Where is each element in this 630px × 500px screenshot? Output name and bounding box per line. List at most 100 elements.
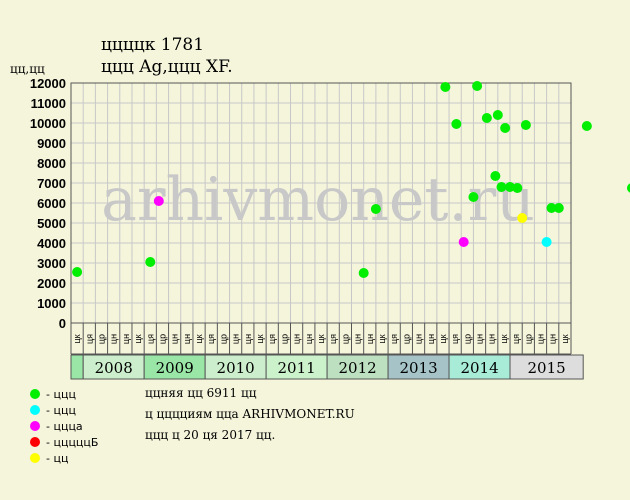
data-point [358, 268, 369, 278]
x-tick-label: цн [304, 334, 314, 344]
y-tick-label: 2000 [37, 276, 66, 291]
year-label: 2014 [460, 359, 498, 377]
y-axis-label: цц,цц [10, 62, 45, 76]
x-tick-label: цк [255, 334, 265, 343]
x-tick-label: цн [231, 334, 241, 344]
x-tick-label: ця [389, 334, 399, 344]
data-point [481, 113, 492, 123]
legend-swatch [30, 421, 40, 431]
note-line-1: ццняя цц 6911 цц [145, 386, 257, 400]
data-point [472, 81, 483, 91]
x-tick-label: цр [340, 334, 350, 344]
data-point [492, 110, 503, 120]
y-tick-label: 0 [59, 316, 66, 331]
year-bands: 2008 2009 2010 2011 2012 2013 2014 2015 [70, 354, 584, 380]
x-tick-label: цн [548, 334, 558, 344]
x-axis-ticks: цк ця цр цн цн цк ця цр цн цн цк ця цр цн цн цк ця цр цн цн… [70, 323, 572, 355]
y-tick-label: 1000 [37, 296, 66, 311]
data-point [153, 196, 164, 206]
legend-swatch [30, 389, 40, 399]
x-tick-label: цк [438, 334, 448, 343]
legend-label: - ццц [46, 387, 76, 401]
y-tick-label: 10000 [30, 116, 66, 131]
data-point [451, 119, 462, 129]
year-band [326, 354, 389, 380]
year-label: 2013 [399, 359, 437, 377]
plot-area-frame [70, 82, 572, 324]
x-tick-label: цн [536, 334, 546, 344]
chart-title-line1: ццццк 1781 [101, 35, 204, 55]
legend-item: - цццццБ [30, 434, 98, 450]
year-label: 2010 [217, 359, 255, 377]
notes-block: ццняя цц 6911 цц ц цццциям цца ARHIVMONE… [145, 383, 355, 446]
x-tick-label: цн [353, 334, 363, 344]
x-tick-label: цр [462, 334, 472, 344]
x-tick-label: цн [182, 334, 192, 344]
x-tick-label: ця [84, 334, 94, 344]
x-tick-label: цр [279, 334, 289, 344]
x-tick-label: цк [316, 334, 326, 343]
data-point [458, 237, 469, 247]
x-tick-label: цн [109, 334, 119, 344]
year-band [70, 354, 84, 380]
y-tick-label: 6000 [37, 196, 66, 211]
x-tick-label: ця [450, 334, 460, 344]
year-band [82, 354, 145, 380]
data-point [546, 203, 557, 213]
year-label: 2008 [95, 359, 133, 377]
legend-label: - цц [46, 451, 69, 465]
legend-swatch [30, 437, 40, 447]
x-tick-label: ця [206, 334, 216, 344]
data-point [512, 183, 523, 193]
x-tick-label: ця [511, 334, 521, 344]
year-band [509, 354, 584, 380]
legend-item: - ццц [30, 386, 98, 402]
x-tick-label: цн [426, 334, 436, 344]
legend-swatch [30, 405, 40, 415]
y-tick-label: 9000 [37, 136, 66, 151]
legend-item: - ццц [30, 402, 98, 418]
data-points [72, 81, 630, 278]
year-band [265, 354, 328, 380]
x-tick-label: ця [145, 334, 155, 344]
year-label: 2011 [278, 359, 316, 377]
y-tick-label: 11000 [31, 96, 66, 111]
y-tick-label: 12000 [30, 76, 66, 91]
data-point [626, 183, 630, 193]
year-label: 2012 [338, 359, 376, 377]
x-tick-label: цр [401, 334, 411, 344]
data-point [520, 120, 531, 130]
x-tick-label: цр [523, 334, 533, 344]
x-tick-label: цк [560, 334, 570, 343]
note-line-2: ц цццциям цца ARHIVMONET.RU [145, 407, 355, 421]
y-tick-label: 4000 [37, 236, 66, 251]
y-tick-label: 5000 [37, 216, 66, 231]
y-tick-label: 3000 [37, 256, 66, 271]
year-band [204, 354, 267, 380]
data-point [581, 121, 592, 131]
x-tick-label: цн [243, 334, 253, 344]
data-point [500, 123, 511, 133]
x-tick-label: цк [72, 334, 82, 343]
y-tick-label: 7000 [37, 176, 66, 191]
x-tick-label: цн [365, 334, 375, 344]
data-point [370, 204, 381, 214]
x-tick-label: цр [157, 334, 167, 344]
data-point [541, 237, 552, 247]
x-tick-label: цн [121, 334, 131, 344]
legend-item: - цц [30, 450, 98, 466]
legend: - ццц - ццц - ццца - цццццБ - цц [30, 386, 98, 466]
x-tick-label: цн [487, 334, 497, 344]
y-axis-ticks: 0 1000 2000 3000 4000 5000 6000 7000 8000 9000 100… [30, 76, 66, 331]
data-point [72, 267, 83, 277]
chart-title-line2: ццц Ag,ццц XF. [101, 57, 233, 77]
x-tick-label: цк [194, 334, 204, 343]
legend-label: - цццццБ [46, 435, 99, 449]
data-point [553, 203, 564, 213]
x-tick-label: цр [96, 334, 106, 344]
legend-swatch [30, 453, 40, 463]
legend-item: - ццца [30, 418, 98, 434]
x-tick-label: цк [499, 334, 509, 343]
year-label: 2015 [528, 359, 566, 377]
